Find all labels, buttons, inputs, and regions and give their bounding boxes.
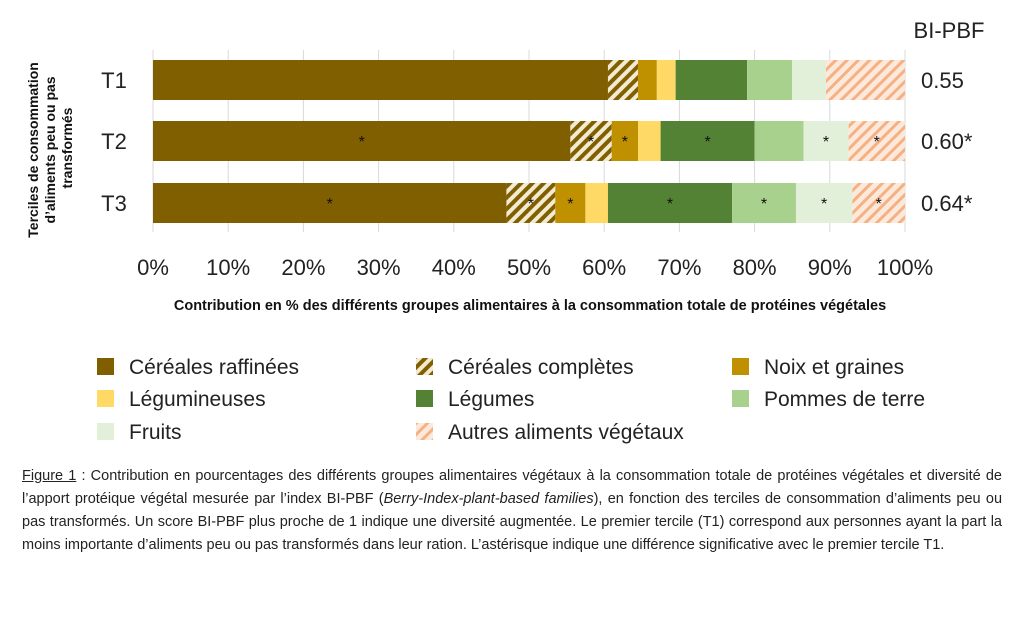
caption-text-2: ), en fonction des terciles de consommat…	[22, 491, 1003, 553]
score-header: BI-PBF	[914, 18, 985, 43]
x-axis-label: Contribution en % des différents groupes…	[174, 298, 886, 314]
bar-segment	[638, 60, 657, 100]
bar-segment	[747, 60, 793, 100]
legend-swatch	[97, 390, 114, 407]
significance-star: *	[622, 134, 628, 151]
x-tick-label: 90%	[808, 255, 852, 280]
score-label: 0.60*	[921, 129, 973, 154]
score-label: 0.55	[921, 68, 964, 93]
x-tick-label: 100%	[877, 255, 933, 280]
bar-segment	[506, 183, 556, 223]
y-axis-label: Terciles de consommation d’aliments peu …	[25, 58, 75, 237]
category-label: T2	[101, 129, 127, 154]
bar-segment	[792, 60, 827, 100]
bar-segment	[570, 121, 612, 161]
significance-star: *	[823, 134, 829, 151]
bar-segment	[611, 121, 639, 161]
significance-stars: * * * * * * * * * * * * *	[327, 134, 882, 213]
stacked-bar-chart: * * * * * * * * * * * * * T1 T2 T3 0.55 0.60* 0.64* BI-P…	[25, 18, 985, 444]
score-label: 0.64*	[921, 191, 973, 216]
score-labels: 0.55 0.60* 0.64*	[921, 68, 973, 216]
x-tick-label: 20%	[281, 255, 325, 280]
bar-segment	[732, 183, 796, 223]
bar-segment	[607, 183, 733, 223]
x-tick-labels: 0% 10% 20% 30% 40% 50% 60% 70% 80% 90% 100%	[137, 255, 933, 280]
significance-star: *	[588, 134, 594, 151]
bar-segment	[826, 60, 905, 100]
category-label: T1	[101, 68, 127, 93]
bars	[153, 60, 905, 223]
legend-label: Céréales raffinées	[129, 356, 299, 379]
bar-segment	[153, 121, 571, 161]
significance-star: *	[876, 196, 882, 213]
bar-segment	[638, 121, 661, 161]
x-tick-label: 80%	[733, 255, 777, 280]
significance-star: *	[761, 196, 767, 213]
significance-star: *	[359, 134, 365, 151]
legend-swatch	[97, 423, 114, 440]
legend-label: Autres aliments végétaux	[448, 421, 684, 444]
significance-star: *	[327, 196, 333, 213]
significance-star: *	[704, 134, 710, 151]
x-tick-label: 40%	[432, 255, 476, 280]
legend: Céréales raffinées Céréales complètes Noix…	[97, 356, 925, 444]
legend-swatch	[732, 390, 749, 407]
legend-swatch	[732, 358, 749, 375]
legend-swatch	[416, 423, 433, 440]
x-tick-label: 30%	[357, 255, 401, 280]
x-tick-label: 50%	[507, 255, 551, 280]
bar-segment	[660, 121, 755, 161]
x-tick-label: 60%	[582, 255, 626, 280]
bar-segment	[848, 121, 905, 161]
bar-segment	[585, 183, 608, 223]
legend-label: Légumes	[448, 388, 534, 411]
bar-segment	[656, 60, 676, 100]
bar-segment	[555, 183, 586, 223]
x-tick-label: 10%	[206, 255, 250, 280]
bar-segment	[803, 121, 849, 161]
significance-star: *	[874, 134, 880, 151]
bar-segment	[153, 60, 608, 100]
bar-segment	[607, 60, 639, 100]
legend-label: Noix et graines	[764, 356, 904, 379]
legend-label: Fruits	[129, 421, 182, 444]
significance-star: *	[821, 196, 827, 213]
legend-label: Légumineuses	[129, 388, 266, 411]
bar-segment	[754, 121, 804, 161]
legend-swatch	[416, 358, 433, 375]
bar-segment	[852, 183, 905, 223]
caption-text: : Contribution en pourcentages des diffé…	[22, 468, 1002, 507]
caption-italic: Berry-Index-plant-based families	[383, 491, 594, 507]
significance-star: *	[528, 196, 534, 213]
legend-label: Pommes de terre	[764, 388, 925, 411]
x-tick-label: 70%	[657, 255, 701, 280]
significance-star: *	[567, 196, 573, 213]
bar-segment	[153, 183, 507, 223]
category-label: T3	[101, 191, 127, 216]
figure-caption: Figure 1 : Contribution en pourcentages …	[22, 465, 1002, 557]
bar-segment	[795, 183, 853, 223]
legend-swatch	[416, 390, 433, 407]
legend-swatch	[97, 358, 114, 375]
legend-label: Céréales complètes	[448, 356, 634, 379]
caption-figure-label: Figure 1	[22, 468, 77, 484]
bar-segment	[675, 60, 748, 100]
significance-star: *	[667, 196, 673, 213]
category-labels: T1 T2 T3	[101, 68, 127, 216]
x-tick-label: 0%	[137, 255, 169, 280]
